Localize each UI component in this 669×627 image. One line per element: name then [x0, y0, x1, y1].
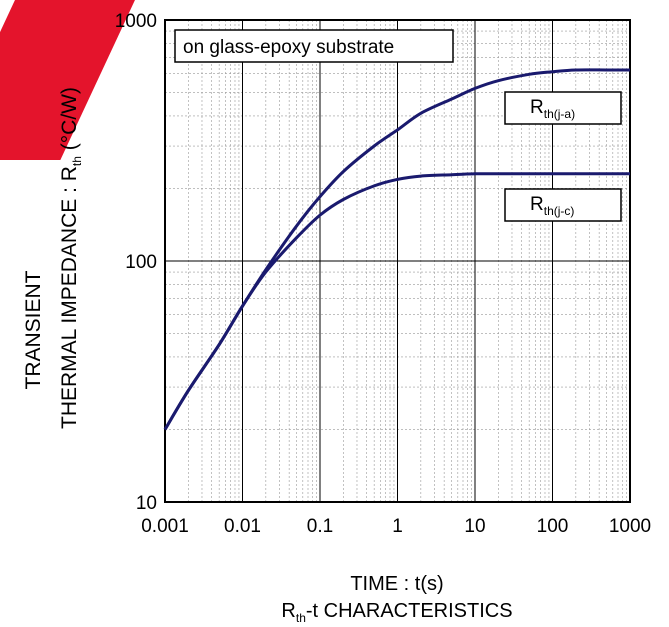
series-line-rth-j-c [163, 172, 630, 431]
x-tick-label: 0.001 [141, 516, 189, 537]
x-tick-labels: 0.001 0.01 0.1 1 10 100 1000 [141, 516, 651, 537]
series-label-box-ja [504, 91, 622, 125]
x-axis-label: TIME : t(s) [350, 573, 443, 595]
annotation-text: on glass-epoxy substrate [183, 37, 394, 58]
series-label-box-jc [504, 188, 622, 222]
x-tick-label: 1 [392, 516, 403, 537]
x-tick-label: 10 [464, 516, 485, 537]
x-tick-label: 0.1 [307, 516, 333, 537]
y-axis-label-line2: THERMAL IMPEDANCE : Rth (°C/W) [58, 87, 84, 429]
plot-frame [164, 19, 631, 503]
chart-caption: Rth-t CHARACTERISTICS [281, 600, 512, 625]
y-axis-label-line1: TRANSIENT [22, 270, 45, 389]
y-tick-labels: 10 100 1000 [115, 11, 157, 514]
annotation-box [174, 29, 454, 63]
major-grid [165, 20, 630, 502]
x-tick-label: 100 [537, 516, 569, 537]
x-tick-label: 1000 [609, 516, 651, 537]
series-label-ja: Rth(j-a) [530, 97, 575, 121]
series-label-jc: Rth(j-c) [530, 194, 574, 218]
x-tick-label: 0.01 [224, 516, 261, 537]
y-tick-label: 1000 [115, 11, 157, 32]
y-tick-label: 10 [136, 493, 157, 514]
series-lines [163, 68, 630, 431]
y-tick-label: 100 [125, 252, 157, 273]
